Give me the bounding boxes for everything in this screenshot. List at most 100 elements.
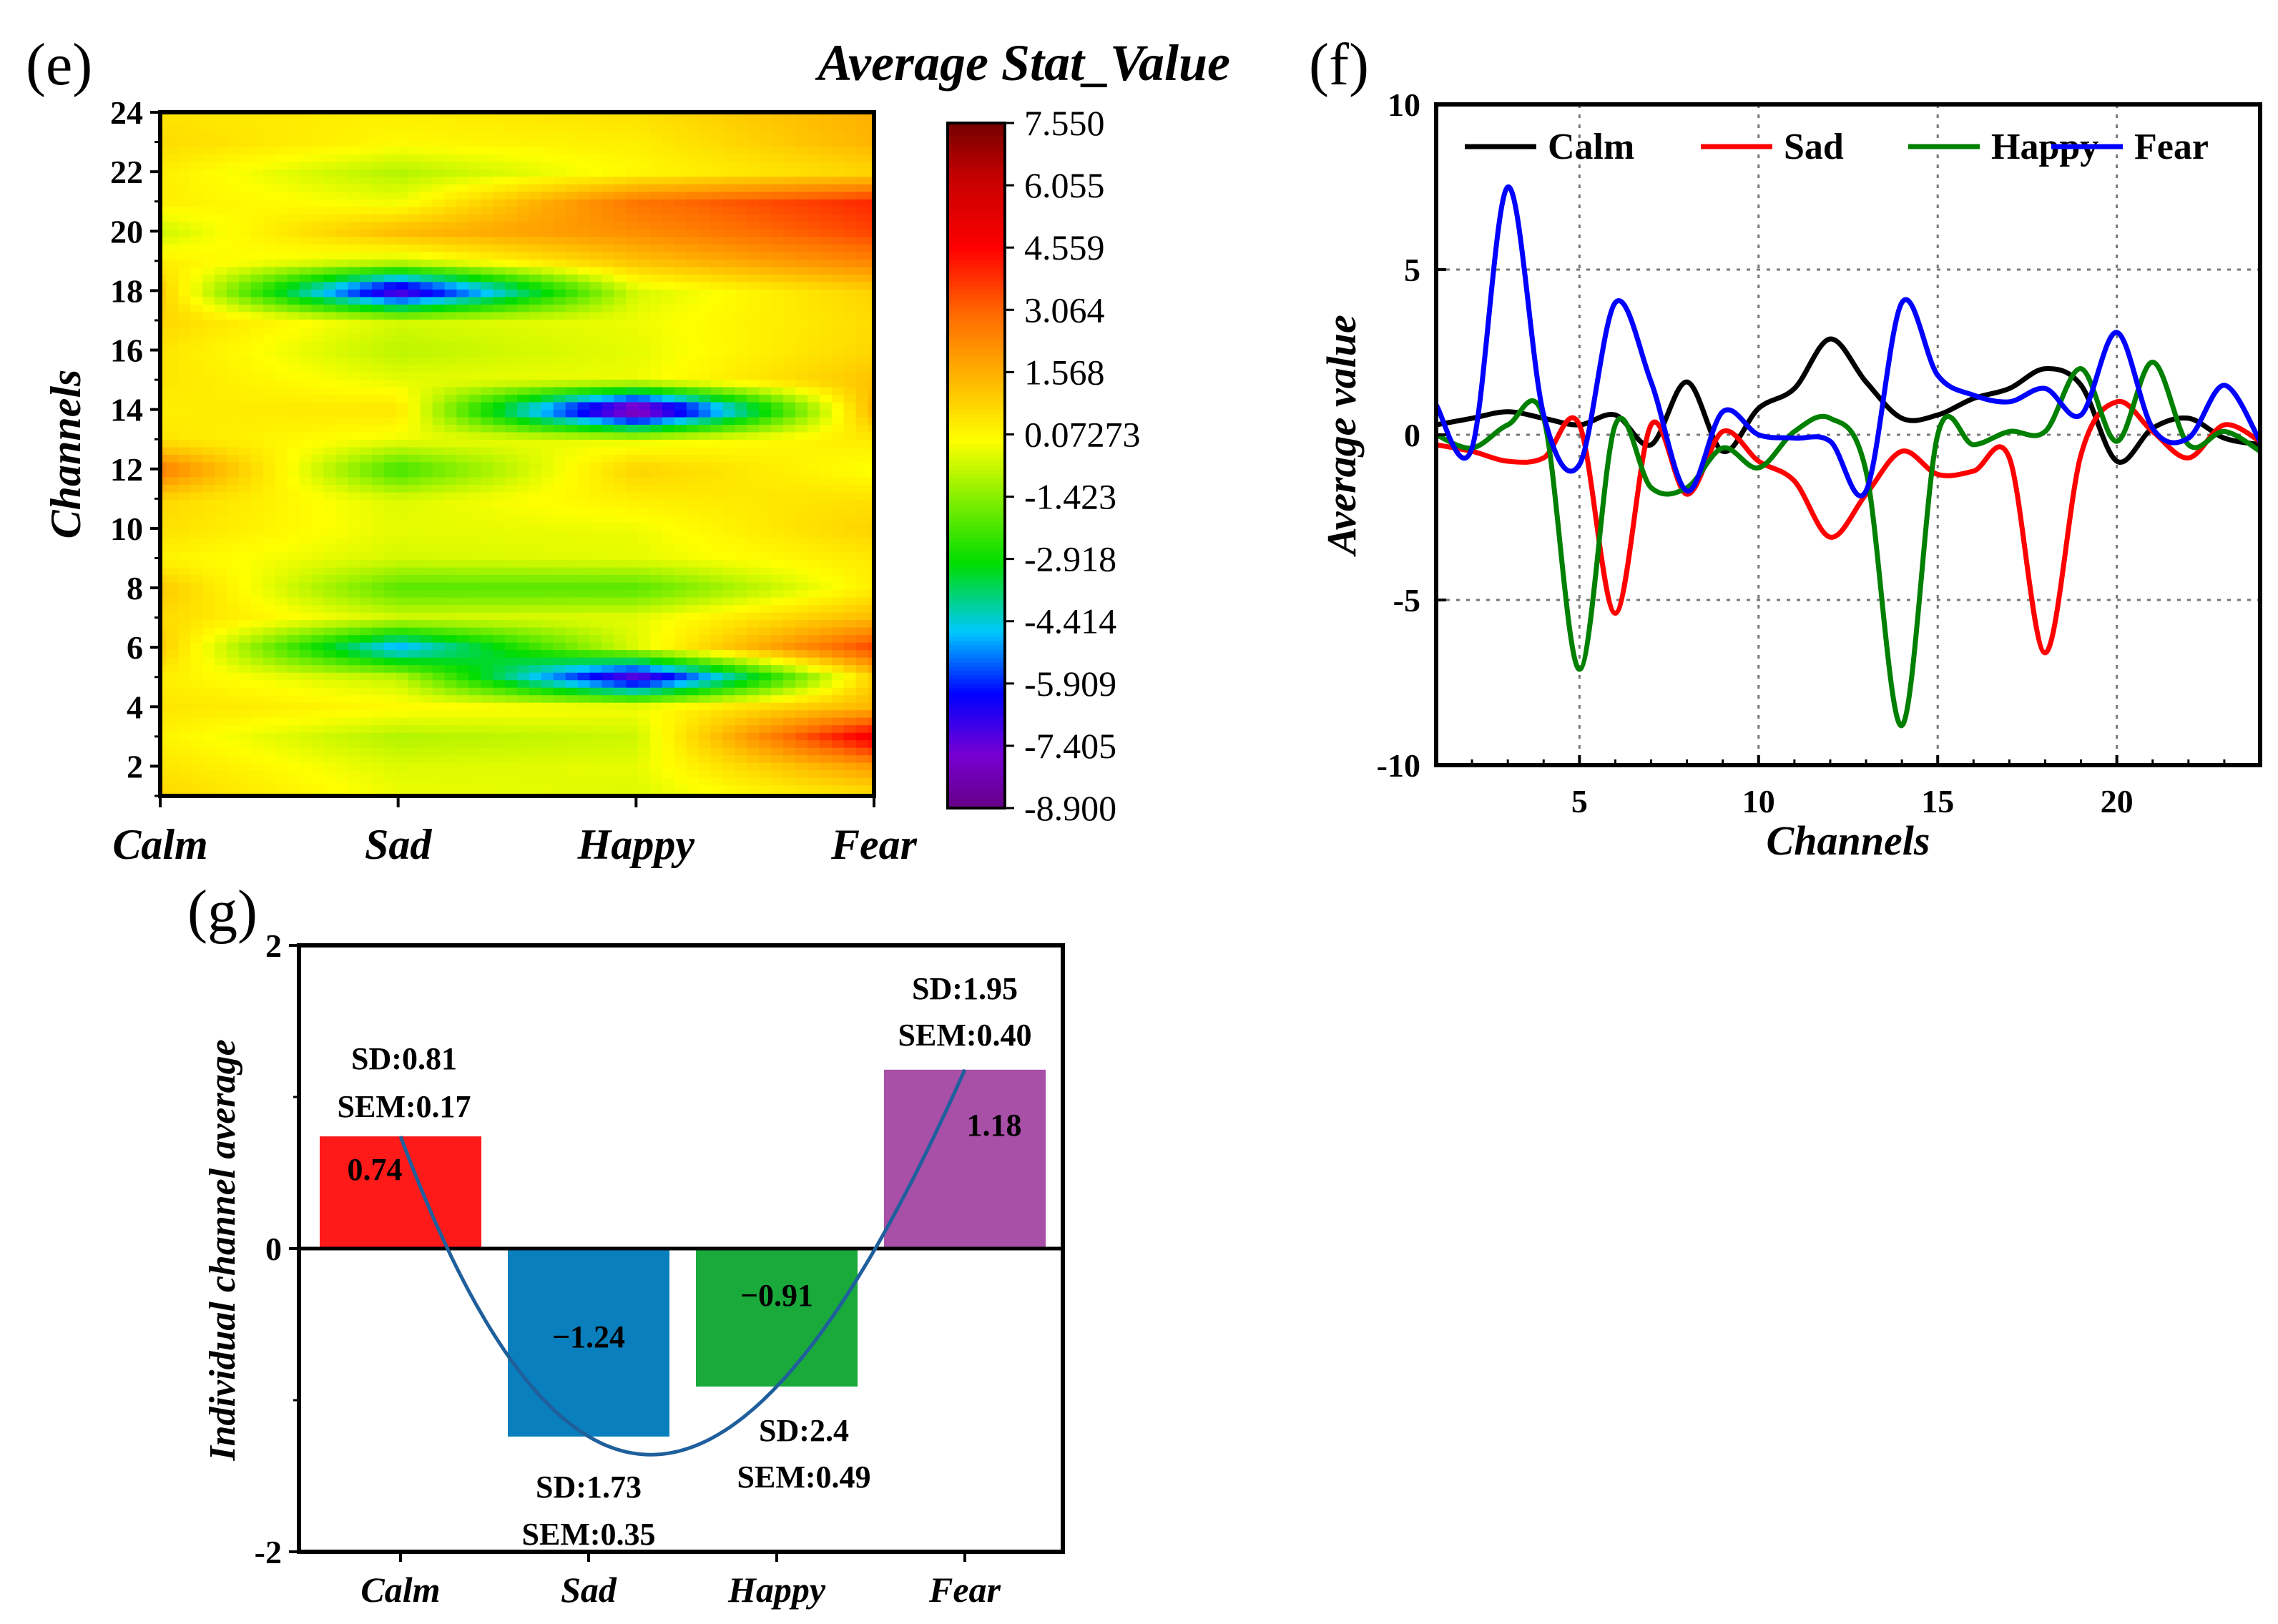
heatmap-cell	[795, 559, 808, 568]
heatmap-cell	[311, 333, 325, 343]
heatmap-cell	[190, 491, 204, 500]
heatmap-cell	[348, 566, 361, 576]
heatmap-cell	[529, 341, 542, 350]
heatmap-cell	[335, 183, 349, 192]
heatmap-cell	[335, 626, 349, 636]
heatmap-cell	[493, 446, 506, 455]
heatmap-cell	[541, 739, 554, 748]
heatmap-cell	[372, 777, 385, 786]
heatmap-cell	[614, 499, 627, 508]
heatmap-cell	[553, 221, 566, 230]
heatmap-cell	[686, 228, 699, 237]
heatmap-cell	[505, 702, 518, 711]
heatmap-cell	[238, 288, 252, 297]
heatmap-cell	[674, 739, 687, 748]
heatmap-cell	[250, 581, 264, 591]
heatmap-cell	[420, 717, 433, 726]
heatmap-cell	[456, 461, 470, 470]
heatmap-cell	[698, 491, 712, 500]
heatmap-cell	[420, 566, 433, 576]
heatmap-cell	[722, 454, 736, 463]
heatmap-cell	[529, 724, 542, 733]
heatmap-cell	[589, 112, 603, 117]
heatmap-cell	[468, 371, 482, 380]
heatmap-cell	[215, 446, 227, 455]
heatmap-cell	[160, 709, 167, 718]
heatmap-cell	[698, 551, 712, 561]
heatmap-cell	[323, 754, 337, 763]
heatmap-cell	[456, 356, 470, 365]
heatmap-cell	[202, 409, 216, 418]
heatmap-cell	[493, 762, 506, 771]
heatmap-cell	[178, 732, 192, 741]
heatmap-cell	[238, 356, 252, 365]
heatmap-cell	[662, 469, 675, 478]
heatmap-cell	[481, 228, 494, 237]
heatmap-cell	[602, 348, 615, 358]
heatmap-cell	[807, 686, 820, 696]
heatmap-cell	[383, 506, 397, 515]
heatmap-cell	[360, 574, 373, 583]
heatmap-cell	[160, 679, 167, 688]
heatmap-cell	[481, 664, 494, 673]
heatmap-cell	[299, 258, 313, 267]
heatmap-cell	[638, 747, 652, 756]
heatmap-cell	[160, 131, 167, 139]
heatmap-cell	[323, 183, 337, 192]
heatmap-cell	[250, 146, 264, 154]
heatmap-cell	[420, 694, 433, 703]
heatmap-cell	[650, 679, 663, 688]
heatmap-cell	[178, 634, 192, 643]
heatmap-cell	[299, 461, 313, 470]
heatmap-cell	[262, 596, 276, 606]
heatmap-cell	[759, 401, 772, 410]
heatmap-cell	[807, 664, 820, 673]
heatmap-cell	[553, 566, 566, 576]
heatmap-cell	[589, 206, 603, 215]
heatmap-cell	[323, 604, 337, 613]
heatmap-cell	[614, 461, 627, 470]
heatmap-cell	[662, 311, 675, 320]
heatmap-cell	[614, 679, 627, 688]
heatmap-cell	[505, 341, 518, 350]
heatmap-cell	[178, 521, 192, 530]
heatmap-cell	[638, 656, 652, 666]
heatmap-cell	[602, 439, 615, 448]
heatmap-cell	[178, 491, 192, 500]
heatmap-cell	[505, 506, 518, 515]
heatmap-cell	[553, 724, 566, 733]
heatmap-cell	[686, 153, 699, 162]
heatmap-cell	[360, 394, 373, 403]
heatmap-cell	[348, 626, 361, 636]
heatmap-cell	[795, 671, 808, 681]
heatmap-cell	[160, 378, 167, 388]
heatmap-cell	[759, 551, 772, 561]
heatmap-cell	[335, 221, 349, 230]
heatmap-cell	[383, 288, 397, 297]
heatmap-cell	[311, 409, 325, 418]
heatmap-cell	[735, 348, 748, 358]
heatmap-cell	[432, 506, 446, 515]
heatmap-cell	[408, 521, 421, 530]
heatmap-cell	[710, 123, 724, 132]
heatmap-cell	[662, 649, 675, 658]
heatmap-cell	[202, 191, 216, 200]
heatmap-cell	[420, 296, 433, 305]
heatmap-cell	[529, 266, 542, 275]
heatmap-cell	[178, 574, 192, 583]
heatmap-cell	[160, 566, 167, 576]
heatmap-cell	[577, 686, 591, 696]
heatmap-cell	[674, 732, 687, 741]
heatmap-cell	[160, 784, 167, 793]
heatmap-cell	[383, 266, 397, 275]
heatmap-cell	[166, 709, 180, 718]
heatmap-cell	[747, 161, 760, 169]
heatmap-cell	[553, 401, 566, 410]
heatmap-cell	[710, 574, 724, 583]
heatmap-cell	[202, 559, 216, 568]
heatmap-cell	[626, 769, 639, 778]
heatmap-cell	[577, 213, 591, 222]
heatmap-cell	[335, 581, 349, 591]
heatmap-cell	[323, 656, 337, 666]
